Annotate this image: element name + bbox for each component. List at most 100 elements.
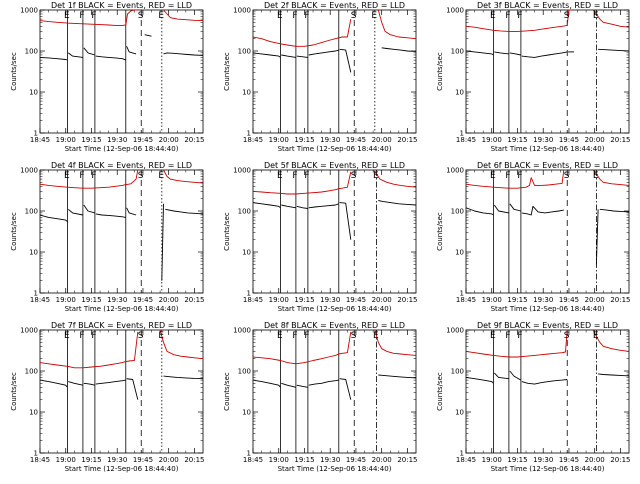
- y-axis-label: Counts/sec: [10, 212, 18, 251]
- x-tick-label: 19:30: [533, 456, 553, 464]
- x-tick-label: 19:00: [56, 136, 76, 144]
- y-tick-label: 1: [34, 130, 38, 138]
- lld-series-line: [253, 19, 352, 47]
- marker-label: E: [158, 331, 164, 341]
- panel-det4f: Det 4f BLACK = Events, RED = LLD 1 10 100 10…: [10, 161, 205, 313]
- plot-frame: [252, 169, 417, 294]
- events-series-line: [144, 34, 152, 37]
- panel-title: Det 6f BLACK = Events, RED = LLD: [477, 161, 618, 170]
- x-tick-label: 19:00: [482, 456, 502, 464]
- y-tick-label: 1: [34, 290, 38, 298]
- y-tick-label: 1: [460, 130, 464, 138]
- x-tick-label: 19:45: [346, 136, 366, 144]
- events-series-line: [253, 202, 281, 209]
- events-series-line: [126, 46, 137, 55]
- marker-label: F: [91, 171, 96, 181]
- events-series-line: [83, 47, 96, 56]
- events-series-line: [509, 370, 522, 381]
- lld-series-line: [159, 330, 203, 360]
- marker-label: F: [304, 171, 309, 181]
- marker-label: E: [593, 331, 599, 341]
- x-tick-label: 20:15: [397, 136, 417, 144]
- lld-series-line: [466, 170, 565, 189]
- plot-frame: [39, 329, 204, 454]
- panel-det5f: Det 5f BLACK = Events, RED = LLD 1 10 100 10…: [223, 161, 418, 313]
- marker-label: F: [517, 331, 522, 341]
- plot-data: [40, 10, 203, 133]
- y-tick-label: 100: [238, 48, 251, 56]
- y-axis-label: Counts/sec: [223, 52, 231, 91]
- events-series-line: [253, 379, 281, 388]
- x-tick-label: 19:15: [294, 456, 314, 464]
- lld-series-line: [466, 10, 573, 32]
- plot-data: [40, 170, 203, 293]
- panel-title: Det 5f BLACK = Events, RED = LLD: [264, 161, 405, 170]
- marker-label: E: [490, 331, 496, 341]
- x-tick-label: 18:45: [30, 296, 50, 304]
- x-tick-label: 19:15: [507, 456, 527, 464]
- marker-label: E: [64, 11, 70, 21]
- y-tick-label: 100: [451, 368, 464, 376]
- events-series-line: [95, 55, 126, 61]
- x-tick-label: 20:15: [184, 296, 204, 304]
- x-tick-label: 19:30: [107, 136, 127, 144]
- marker-label: F: [292, 331, 297, 341]
- x-tick-label: 19:45: [559, 296, 579, 304]
- marker-label: F: [91, 331, 96, 341]
- marker-label: F: [517, 11, 522, 21]
- events-series-line: [493, 204, 509, 214]
- panel-title: Det 4f BLACK = Events, RED = LLD: [51, 161, 192, 170]
- x-tick-label: 19:45: [559, 136, 579, 144]
- x-tick-label: 18:45: [243, 136, 263, 144]
- x-tick-label: 18:45: [243, 296, 263, 304]
- y-tick-label: 10: [242, 409, 251, 417]
- marker-label: S: [138, 331, 144, 341]
- plot-data: [466, 330, 629, 453]
- events-series-line: [126, 378, 139, 400]
- x-tick-label: 18:45: [30, 136, 50, 144]
- x-tick-label: 19:15: [81, 136, 101, 144]
- y-axis-label: Counts/sec: [10, 52, 18, 91]
- marker-label: F: [505, 171, 510, 181]
- x-axis-label: Start Time (12-Sep-06 18:44:40): [278, 465, 392, 473]
- panel-title: Det 3f BLACK = Events, RED = LLD: [477, 1, 618, 10]
- x-axis-label: Start Time (12-Sep-06 18:44:40): [65, 305, 179, 313]
- events-series-line: [281, 204, 296, 209]
- y-tick-label: 100: [25, 208, 38, 216]
- marker-label: S: [351, 331, 357, 341]
- marker-label: F: [91, 11, 96, 21]
- lld-series-line: [377, 10, 416, 40]
- marker-label: E: [490, 171, 496, 181]
- plot-frame: [465, 329, 630, 454]
- lld-series-line: [163, 10, 203, 22]
- y-tick-label: 1000: [20, 327, 38, 335]
- lld-series-line: [592, 170, 629, 186]
- events-series-line: [598, 373, 629, 377]
- marker-label: E: [277, 11, 283, 21]
- y-axis-label: Counts/sec: [10, 372, 18, 411]
- x-tick-label: 18:45: [243, 456, 263, 464]
- y-tick-label: 100: [238, 208, 251, 216]
- x-tick-label: 19:45: [133, 456, 153, 464]
- x-axis-label: Start Time (12-Sep-06 18:44:40): [65, 465, 179, 473]
- events-series-line: [163, 375, 203, 380]
- y-tick-label: 1: [34, 450, 38, 458]
- x-axis-label: Start Time (12-Sep-06 18:44:40): [65, 145, 179, 153]
- y-tick-label: 1: [247, 290, 251, 298]
- events-series-line: [161, 203, 164, 281]
- marker-label: E: [64, 331, 70, 341]
- y-tick-label: 1000: [446, 167, 464, 175]
- x-tick-label: 20:00: [159, 296, 179, 304]
- events-series-line: [95, 379, 126, 385]
- events-series-line: [165, 208, 203, 215]
- y-tick-label: 1000: [233, 327, 251, 335]
- lld-series-line: [253, 171, 352, 195]
- y-tick-label: 1: [247, 130, 251, 138]
- panel-title: Det 7f BLACK = Events, RED = LLD: [51, 321, 192, 330]
- x-tick-label: 19:30: [533, 296, 553, 304]
- panel-det2f: Det 2f BLACK = Events, RED = LLD 1 10 100 10…: [223, 1, 418, 153]
- x-axis-label: Start Time (12-Sep-06 18:44:40): [491, 145, 605, 153]
- y-tick-label: 1: [460, 290, 464, 298]
